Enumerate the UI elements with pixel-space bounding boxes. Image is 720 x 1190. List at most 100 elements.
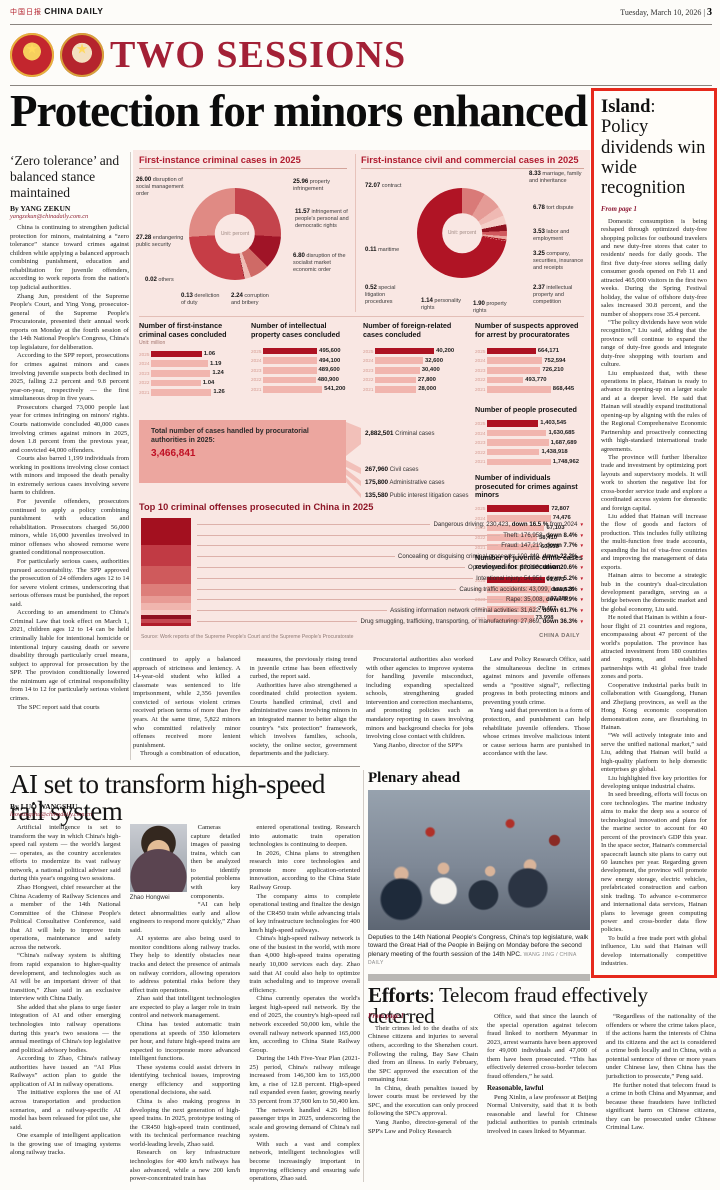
year-label: 2023 (475, 367, 486, 373)
offense-text: Rape: 35,008, down 9.9% (505, 596, 578, 604)
stack-segment (141, 566, 191, 584)
bar-chart-title: Number of foreign-related cases conclude… (363, 321, 452, 339)
slice-label: 2.37 intellectual property and competiti… (533, 284, 587, 306)
bar (487, 524, 545, 532)
bar-value: 489,600 (318, 367, 340, 374)
slice-label: 1.14 personality rights (421, 297, 465, 312)
slice-text: disruption of the socialist market econo… (293, 253, 346, 273)
bar (375, 347, 435, 355)
banner-rule (10, 85, 712, 86)
bar (151, 360, 208, 367)
star-icon: ★ (75, 43, 89, 59)
flow-shapes (139, 420, 361, 498)
year-label: 2023 (475, 596, 486, 602)
infographic-credit: CHINA DAILY (539, 633, 580, 639)
island-headline-rest: : Policy dividends win wide recognition (601, 97, 706, 199)
separator-bar (368, 974, 590, 981)
year-label: 2022 (251, 377, 262, 383)
paragraph: Procuratorial authorities also worked wi… (366, 656, 474, 741)
paragraph: entered operational testing. Research in… (249, 824, 361, 849)
slice-text: corruption and bribery (231, 293, 269, 306)
stack-segment (141, 622, 191, 626)
flow-value: 2,882,501 (365, 430, 394, 437)
leader-line (197, 545, 499, 547)
year-label: 2025 (251, 348, 262, 354)
offense-row: Theft: 176,958, down 8.4% ▼ (197, 528, 584, 539)
ai-article-columns: Artificial intelligence is set to transf… (10, 824, 360, 1184)
bar-rows: 2025 664,171 2024 752,594 2023 726,210 2022 493… (475, 346, 585, 394)
bar-rows: 2025 1.06 2024 1.19 2023 1.24 2022 1.04 2021 1.26 (139, 349, 243, 397)
bar-value: 868,445 (552, 386, 575, 393)
flow-text: Criminal cases (395, 431, 435, 437)
bar-chart-title: Number of suspects approved for arrest b… (475, 321, 579, 339)
caption-text: Deputies to the 14th National People's C… (368, 934, 589, 958)
byline: By YANG ZEKUN (10, 204, 71, 213)
bar-row-2025: 2025 1.06 (139, 349, 243, 359)
year-label: 2023 (475, 525, 486, 531)
slice-value: 2.37 (533, 284, 545, 291)
bar (487, 420, 539, 427)
bar (487, 543, 539, 551)
slice-value: 72.07 (365, 182, 381, 189)
bar-value: 27,800 (417, 376, 436, 383)
photo-caption: Zhao Hongwei (129, 894, 170, 901)
paragraph: Artificial intelligence is set to transf… (10, 824, 121, 883)
stack-segment (141, 603, 191, 610)
slice-value: 3.25 (533, 250, 545, 257)
bar-row-2025: 2025 72,807 (475, 504, 585, 514)
offense-row: Intentional injury: 54,951, down 5.2% ▼ (197, 571, 584, 582)
efforts-column-2: Office, said that since the launch of th… (487, 1013, 597, 1143)
offense-text: Theft: 176,958, down 8.4% (503, 531, 578, 539)
bar (151, 389, 212, 396)
paragraph: Liu emphasized that, with these operatio… (601, 369, 707, 453)
bar-value: 1.06 (203, 351, 216, 358)
flow-label-criminal: 2,882,501 Criminal cases (365, 430, 434, 437)
leader-line (197, 556, 395, 558)
criminal-donut-title: First-instance criminal cases in 2025 (139, 155, 347, 169)
slice-label: 6.80 disruption of the socialist market … (293, 252, 353, 274)
flow-total-label: Total number of cases handled by procura… (151, 428, 311, 460)
offense-row: Operating casinos: 62,080, down 20.6% ▼ (197, 560, 584, 571)
year-label: 2022 (475, 449, 486, 455)
bar-value: 1.24 (212, 370, 224, 377)
paragraph: Zhang Jun, president of the Supreme Peop… (10, 292, 129, 351)
paragraph: According to Zhao, China's railway autho… (10, 1055, 121, 1088)
offense-row: Rape: 35,008, down 9.9% ▼ (197, 593, 584, 604)
bar (487, 596, 549, 603)
offense-text: Fraud: 147,219, down 7.7% (501, 542, 578, 550)
column-divider (130, 152, 131, 760)
year-label: 2025 (475, 506, 486, 512)
paragraph: China is also making progress in develop… (129, 1098, 241, 1148)
bar-chart-criminal-concluded: Number of first-instance criminal cases … (139, 321, 243, 397)
down-arrow-icon: ▼ (579, 618, 584, 624)
bar (487, 458, 551, 466)
flow-total-text: Total number of cases handled by procura… (151, 428, 309, 444)
bar-value: 28,000 (418, 386, 437, 393)
year-label: 2025 (475, 420, 486, 426)
flow-text: Public interest litigation cases (389, 493, 469, 499)
paragraph: For juvenile offenders, prosecutors cont… (10, 498, 129, 557)
paragraph: Their crimes led to the deaths of six Ch… (368, 1024, 478, 1084)
stack-segment (141, 518, 191, 546)
year-label: 2024 (363, 358, 374, 364)
bar-row-2025: 2025 1,403,545 (475, 419, 585, 429)
masthead: 中国日报 CHINA DAILY Tuesday, March 10, 2026… (10, 6, 712, 20)
bar-value: 1,748,962 (552, 458, 580, 465)
plenary-headline: Plenary ahead (368, 770, 461, 786)
slice-label: 72.07 contract (365, 182, 403, 190)
island-article-box: Island: Policy dividends win wide recogn… (591, 88, 717, 978)
bar-rows: 2025 91,573 2024 101,526 2023 97,380 2022 78,46… (475, 575, 585, 623)
main-headline: Protection for minors enhanced (10, 86, 588, 136)
year-label: 2024 (475, 587, 486, 593)
bar (263, 347, 318, 355)
from-page-note: From page 1 (368, 1013, 404, 1020)
bar (487, 347, 536, 355)
slice-label: 2.24 corruption and bribery (231, 292, 279, 307)
bar-chart-title: Number of first-instance criminal cases … (139, 321, 227, 339)
bar-rows: 2025 72,807 2024 74,476 2023 67,103 2022 58,410… (475, 504, 585, 552)
year-label: 2023 (139, 370, 150, 376)
year-label: 2024 (475, 515, 486, 521)
paragraph: She added that she plans to urge faster … (10, 1003, 121, 1054)
bar-row-2024: 2024 752,594 (475, 356, 585, 366)
